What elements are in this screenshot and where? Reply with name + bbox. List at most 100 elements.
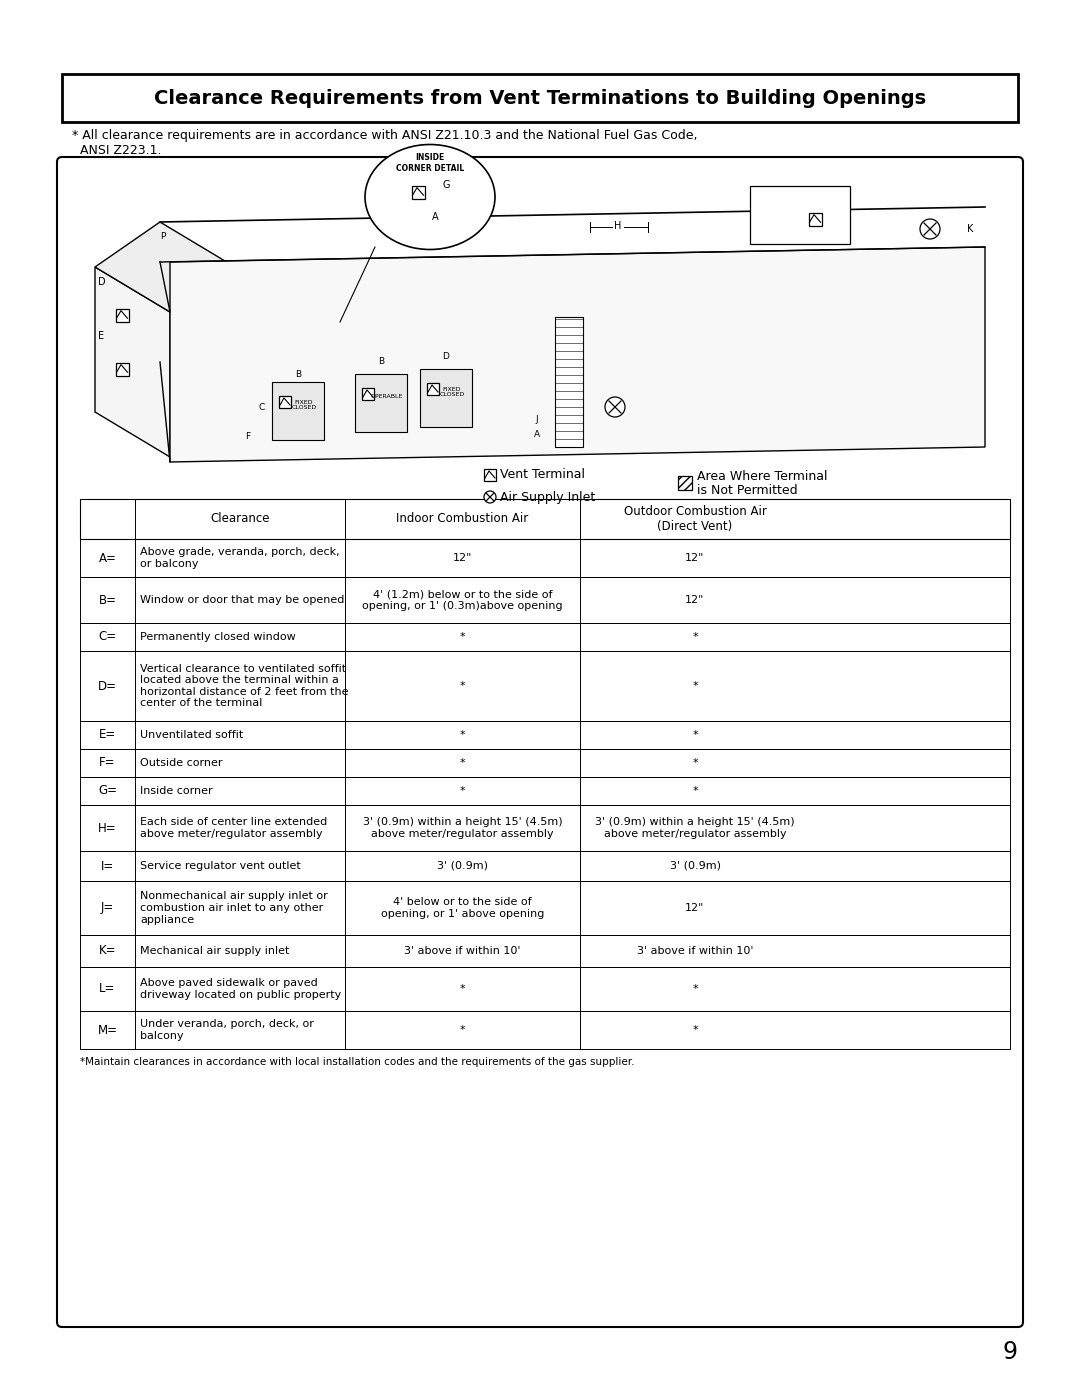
Text: ANSI Z223.1.: ANSI Z223.1. bbox=[72, 144, 162, 156]
FancyBboxPatch shape bbox=[57, 156, 1023, 1327]
Text: Service regulator vent outlet: Service regulator vent outlet bbox=[140, 861, 300, 870]
Circle shape bbox=[484, 490, 496, 503]
Bar bbox=[80, 882, 1010, 935]
Circle shape bbox=[605, 397, 625, 416]
Bar bbox=[80, 539, 1010, 577]
Text: K: K bbox=[967, 224, 973, 235]
FancyBboxPatch shape bbox=[62, 74, 1018, 122]
Text: Each side of center line extended
above meter/regulator assembly: Each side of center line extended above … bbox=[140, 817, 327, 838]
Bar bbox=[116, 362, 129, 376]
Text: 3' above if within 10': 3' above if within 10' bbox=[637, 946, 753, 956]
Polygon shape bbox=[170, 247, 985, 462]
Polygon shape bbox=[95, 222, 235, 312]
Text: Vertical clearance to ventilated soffit
located above the terminal within a
hori: Vertical clearance to ventilated soffit … bbox=[140, 664, 349, 708]
Text: *: * bbox=[692, 759, 698, 768]
Text: Above grade, veranda, porch, deck,
or balcony: Above grade, veranda, porch, deck, or ba… bbox=[140, 548, 339, 569]
Text: Area Where Terminal: Area Where Terminal bbox=[697, 471, 827, 483]
Bar bbox=[116, 309, 129, 321]
Text: is Not Permitted: is Not Permitted bbox=[697, 485, 798, 497]
Bar bbox=[279, 395, 291, 408]
Bar bbox=[750, 186, 850, 244]
Bar bbox=[272, 381, 324, 440]
Text: *: * bbox=[692, 1025, 698, 1035]
Bar bbox=[80, 499, 1010, 539]
Text: M=: M= bbox=[97, 1024, 118, 1037]
Text: D: D bbox=[443, 352, 449, 360]
Text: Under veranda, porch, deck, or
balcony: Under veranda, porch, deck, or balcony bbox=[140, 1020, 314, 1041]
Bar bbox=[555, 317, 583, 447]
Text: *Maintain clearances in accordance with local installation codes and the require: *Maintain clearances in accordance with … bbox=[80, 1058, 635, 1067]
Text: F=: F= bbox=[99, 757, 116, 770]
Text: Inside corner: Inside corner bbox=[140, 787, 213, 796]
Text: B: B bbox=[295, 370, 301, 379]
Bar bbox=[80, 805, 1010, 851]
Text: 12": 12" bbox=[686, 595, 704, 605]
Text: 12": 12" bbox=[686, 902, 704, 914]
Text: G: G bbox=[442, 180, 449, 190]
Bar bbox=[80, 721, 1010, 749]
Text: Permanently closed window: Permanently closed window bbox=[140, 631, 296, 643]
Bar bbox=[362, 388, 374, 400]
Text: INSIDE
CORNER DETAIL: INSIDE CORNER DETAIL bbox=[396, 154, 464, 173]
Text: D: D bbox=[98, 277, 106, 286]
Bar bbox=[80, 749, 1010, 777]
Text: Unventilated soffit: Unventilated soffit bbox=[140, 731, 243, 740]
Text: *: * bbox=[460, 983, 465, 995]
Text: H=: H= bbox=[98, 821, 117, 834]
Text: A: A bbox=[534, 430, 540, 439]
Text: 12": 12" bbox=[686, 553, 704, 563]
Text: Clearance Requirements from Vent Terminations to Building Openings: Clearance Requirements from Vent Termina… bbox=[154, 88, 926, 108]
Bar bbox=[427, 383, 438, 395]
Text: FIXED
CLOSED: FIXED CLOSED bbox=[440, 387, 464, 397]
Text: I=: I= bbox=[100, 859, 114, 873]
Text: A=: A= bbox=[98, 552, 117, 564]
Text: H: H bbox=[615, 221, 622, 231]
Text: F: F bbox=[245, 432, 251, 441]
Bar bbox=[809, 212, 822, 225]
Text: L=: L= bbox=[99, 982, 116, 996]
Text: *: * bbox=[692, 983, 698, 995]
Bar bbox=[80, 623, 1010, 651]
Text: 3' (0.9m) within a height 15' (4.5m)
above meter/regulator assembly: 3' (0.9m) within a height 15' (4.5m) abo… bbox=[363, 817, 563, 838]
Bar bbox=[80, 777, 1010, 805]
Text: Air Supply Inlet: Air Supply Inlet bbox=[500, 490, 595, 503]
Text: Outdoor Combustion Air
(Direct Vent): Outdoor Combustion Air (Direct Vent) bbox=[623, 504, 767, 534]
Text: J=: J= bbox=[100, 901, 114, 915]
Bar bbox=[80, 577, 1010, 623]
Text: 9: 9 bbox=[1003, 1340, 1018, 1363]
Text: *: * bbox=[692, 680, 698, 692]
Text: E: E bbox=[98, 331, 104, 341]
Bar bbox=[80, 651, 1010, 721]
Text: 4' below or to the side of
opening, or 1' above opening: 4' below or to the side of opening, or 1… bbox=[381, 897, 544, 919]
Bar bbox=[484, 469, 496, 481]
Text: C: C bbox=[259, 402, 265, 412]
Text: 12": 12" bbox=[453, 553, 472, 563]
Text: Outside corner: Outside corner bbox=[140, 759, 222, 768]
Bar bbox=[80, 967, 1010, 1011]
Text: Indoor Combustion Air: Indoor Combustion Air bbox=[396, 513, 528, 525]
Bar bbox=[80, 1011, 1010, 1049]
Text: 3' (0.9m): 3' (0.9m) bbox=[670, 861, 720, 870]
Text: 3' (0.9m): 3' (0.9m) bbox=[437, 861, 488, 870]
Text: K=: K= bbox=[98, 944, 117, 957]
Text: J: J bbox=[536, 415, 538, 425]
Text: E=: E= bbox=[99, 728, 117, 742]
Bar bbox=[355, 374, 407, 432]
Text: Window or door that may be opened: Window or door that may be opened bbox=[140, 595, 345, 605]
Bar bbox=[411, 186, 424, 198]
Text: Mechanical air supply inlet: Mechanical air supply inlet bbox=[140, 946, 289, 956]
Text: FIXED
CLOSED: FIXED CLOSED bbox=[292, 400, 316, 411]
Text: Vent Terminal: Vent Terminal bbox=[500, 468, 585, 482]
Text: C=: C= bbox=[98, 630, 117, 644]
Circle shape bbox=[920, 219, 940, 239]
Bar bbox=[80, 851, 1010, 882]
Text: *: * bbox=[460, 787, 465, 796]
Text: B: B bbox=[378, 358, 384, 366]
Text: 4' (1.2m) below or to the side of
opening, or 1' (0.3m)above opening: 4' (1.2m) below or to the side of openin… bbox=[362, 590, 563, 610]
Text: * All clearance requirements are in accordance with ANSI Z21.10.3 and the Nation: * All clearance requirements are in acco… bbox=[72, 129, 698, 142]
Text: *: * bbox=[460, 680, 465, 692]
Text: Above paved sidewalk or paved
driveway located on public property: Above paved sidewalk or paved driveway l… bbox=[140, 978, 341, 1000]
Text: P: P bbox=[160, 232, 165, 242]
Polygon shape bbox=[95, 267, 170, 457]
Text: 3' (0.9m) within a height 15' (4.5m)
above meter/regulator assembly: 3' (0.9m) within a height 15' (4.5m) abo… bbox=[595, 817, 795, 838]
